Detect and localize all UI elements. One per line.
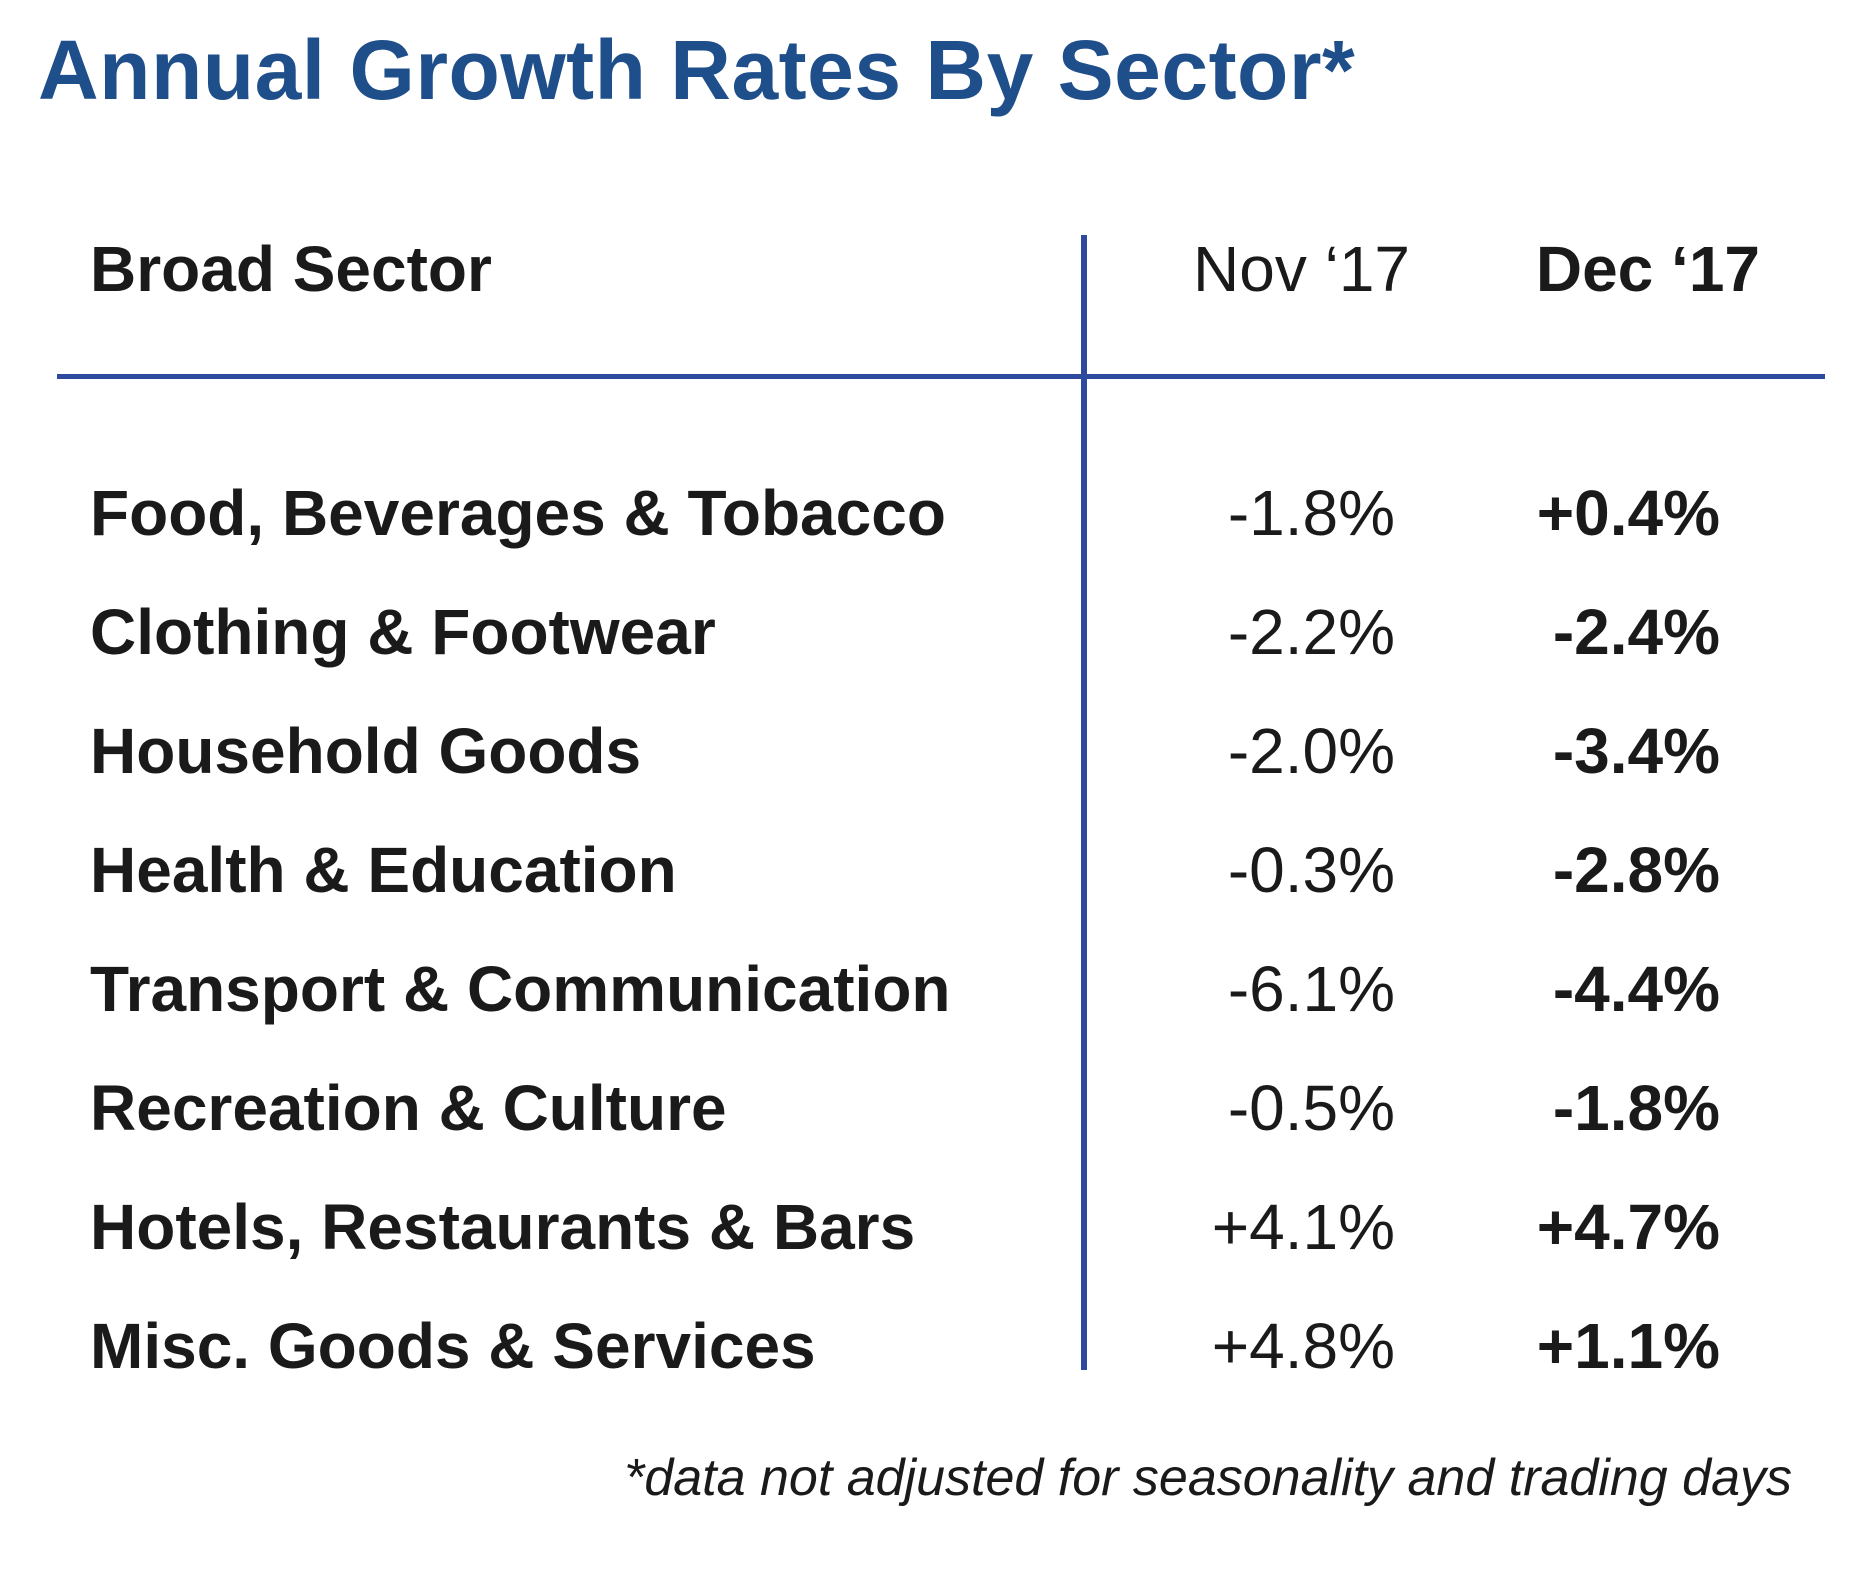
column-header-dec: Dec ‘17	[1535, 233, 1760, 305]
nov-value: -0.5%	[1227, 1072, 1395, 1144]
sector-label: Recreation & Culture	[90, 1072, 727, 1144]
nov-value: -1.8%	[1227, 477, 1395, 549]
sector-label: Hotels, Restaurants & Bars	[90, 1191, 916, 1263]
table-row: Transport & Communication -6.1% -4.4%	[0, 944, 1870, 1034]
table-row: Hotels, Restaurants & Bars +4.1% +4.7%	[0, 1182, 1870, 1272]
table-row: Health & Education -0.3% -2.8%	[0, 825, 1870, 915]
table-row: Clothing & Footwear -2.2% -2.4%	[0, 587, 1870, 677]
column-header-nov: Nov ‘17	[1193, 233, 1410, 305]
dec-value: -3.4%	[1552, 715, 1720, 787]
table-row: Misc. Goods & Services +4.8% +1.1%	[0, 1301, 1870, 1391]
sector-label: Clothing & Footwear	[90, 596, 716, 668]
header-divider	[57, 374, 1825, 379]
dec-value: +4.7%	[1536, 1191, 1720, 1263]
footnote: *data not adjusted for seasonality and t…	[624, 1449, 1792, 1507]
dec-value: -2.8%	[1552, 834, 1720, 906]
table-row: Household Goods -2.0% -3.4%	[0, 706, 1870, 796]
column-header-sector: Broad Sector	[90, 233, 492, 305]
nov-value: -2.0%	[1227, 715, 1395, 787]
column-divider	[1081, 235, 1087, 1370]
sector-label: Food, Beverages & Tobacco	[90, 477, 946, 549]
nov-value: -6.1%	[1227, 953, 1395, 1025]
dec-value: -1.8%	[1552, 1072, 1720, 1144]
sector-label: Health & Education	[90, 834, 677, 906]
table-row: Food, Beverages & Tobacco -1.8% +0.4%	[0, 468, 1870, 558]
sector-label: Misc. Goods & Services	[90, 1310, 816, 1382]
nov-value: +4.8%	[1211, 1310, 1395, 1382]
sector-label: Household Goods	[90, 715, 642, 787]
dec-value: -4.4%	[1552, 953, 1720, 1025]
nov-value: +4.1%	[1211, 1191, 1395, 1263]
dec-value: +0.4%	[1536, 477, 1720, 549]
nov-value: -2.2%	[1227, 596, 1395, 668]
dec-value: -2.4%	[1552, 596, 1720, 668]
sector-label: Transport & Communication	[90, 953, 951, 1025]
table-row: Recreation & Culture -0.5% -1.8%	[0, 1063, 1870, 1153]
dec-value: +1.1%	[1536, 1310, 1720, 1382]
page-title: Annual Growth Rates By Sector*	[38, 23, 1356, 117]
nov-value: -0.3%	[1227, 834, 1395, 906]
